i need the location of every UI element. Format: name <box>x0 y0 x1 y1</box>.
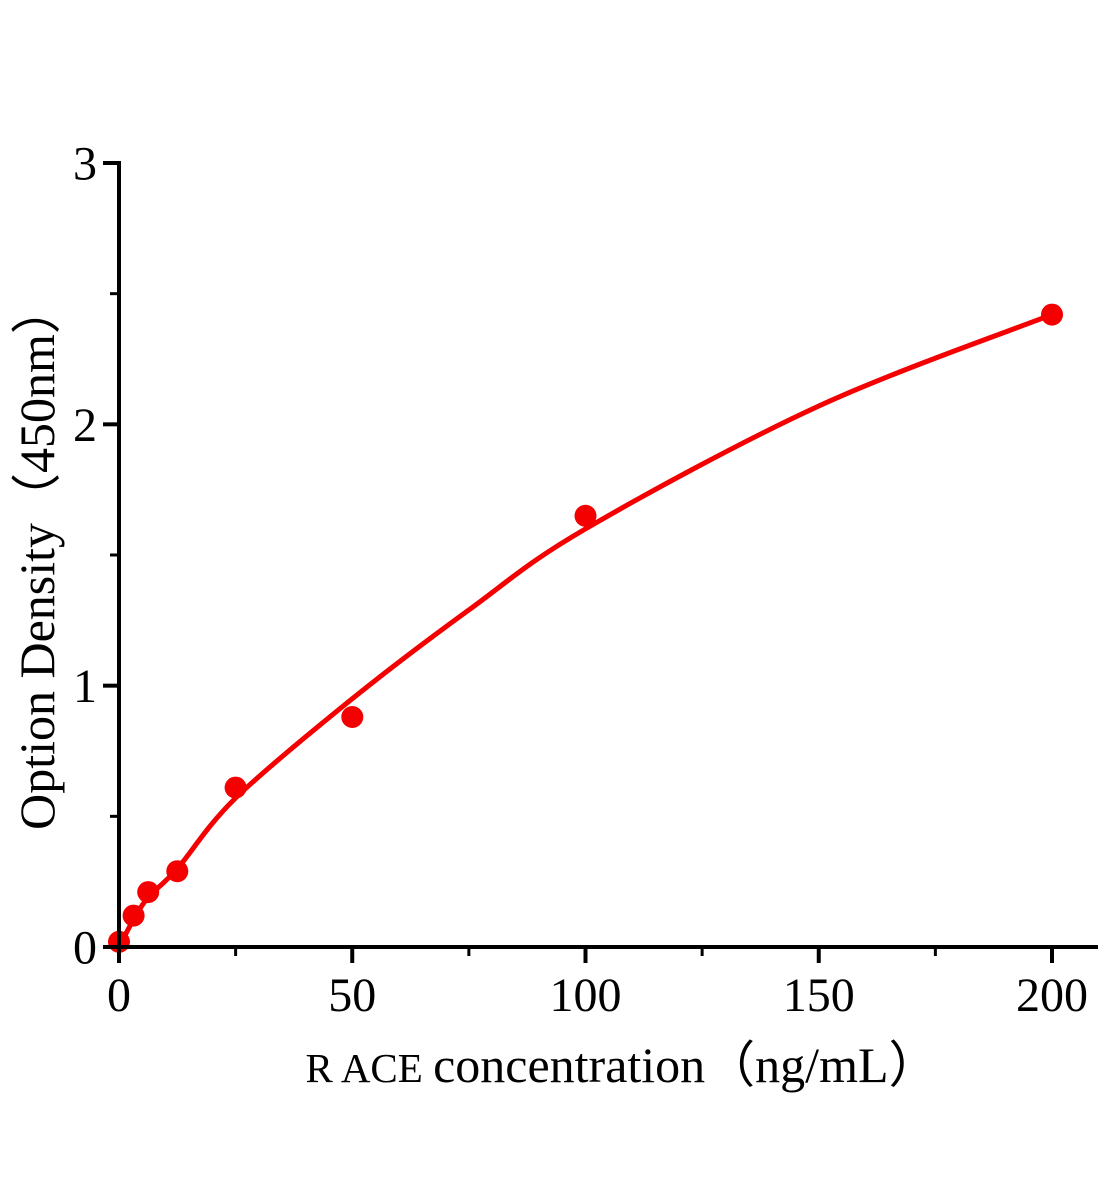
y-axis-title: Option Density（450nm） <box>9 284 65 830</box>
y-tick-label: 3 <box>73 138 97 191</box>
data-point <box>1041 303 1063 326</box>
plot-layer: 0 50 100 150 200 0 1 2 3 <box>73 138 1098 1022</box>
x-tick-label: 0 <box>107 969 131 1022</box>
data-point <box>137 881 160 904</box>
x-tick-label: 100 <box>550 969 622 1022</box>
data-point <box>341 706 364 728</box>
y-tick-label: 0 <box>73 922 97 975</box>
x-tick-label: 200 <box>1016 969 1088 1022</box>
x-axis-title-rest: concentration（ng/mL） <box>433 1037 938 1093</box>
y-tick-label: 2 <box>73 399 97 452</box>
y-tick-label: 1 <box>73 660 97 713</box>
x-tick-label: 150 <box>783 969 855 1022</box>
fitted-curve <box>116 312 1055 950</box>
x-tick-label: 50 <box>328 969 376 1022</box>
x-axis-title: R ACE concentration（ng/mL） <box>305 1037 938 1093</box>
x-axis-title-prefix: R ACE <box>305 1045 433 1091</box>
data-point <box>166 860 189 883</box>
data-point <box>224 776 247 799</box>
data-point <box>574 504 597 527</box>
data-point <box>122 904 145 927</box>
